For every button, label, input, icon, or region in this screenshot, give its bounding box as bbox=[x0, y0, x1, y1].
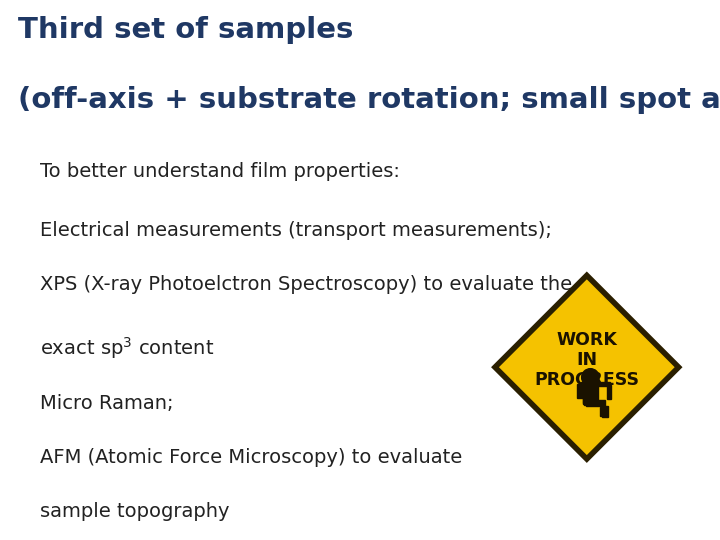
Bar bbox=[577, 384, 584, 398]
Ellipse shape bbox=[582, 369, 599, 386]
Text: IN: IN bbox=[576, 351, 598, 369]
Text: XPS (X-ray Photoelctron Spectroscopy) to evaluate the: XPS (X-ray Photoelctron Spectroscopy) to… bbox=[40, 275, 572, 294]
Text: sample topography: sample topography bbox=[40, 502, 229, 521]
Text: Micro Raman;: Micro Raman; bbox=[40, 394, 173, 413]
Text: Electrical measurements (transport measurements);: Electrical measurements (transport measu… bbox=[40, 221, 552, 240]
Bar bbox=[607, 384, 611, 399]
Bar bbox=[582, 385, 587, 403]
Bar bbox=[585, 400, 605, 406]
Bar bbox=[584, 401, 603, 404]
Text: WORK: WORK bbox=[557, 330, 617, 349]
Bar bbox=[582, 384, 598, 404]
Text: PROGRESS: PROGRESS bbox=[534, 371, 639, 389]
Bar bbox=[602, 406, 608, 417]
Bar bbox=[580, 382, 610, 386]
Text: (off-axis + substrate rotation; small spot area): (off-axis + substrate rotation; small sp… bbox=[18, 86, 720, 114]
Text: exact sp$^3$ content: exact sp$^3$ content bbox=[40, 335, 214, 361]
Text: Third set of samples: Third set of samples bbox=[18, 16, 354, 44]
Bar bbox=[600, 407, 604, 416]
Text: To better understand film properties:: To better understand film properties: bbox=[40, 162, 400, 181]
Text: AFM (Atomic Force Microscopy) to evaluate: AFM (Atomic Force Microscopy) to evaluat… bbox=[40, 448, 462, 467]
Polygon shape bbox=[495, 275, 679, 459]
